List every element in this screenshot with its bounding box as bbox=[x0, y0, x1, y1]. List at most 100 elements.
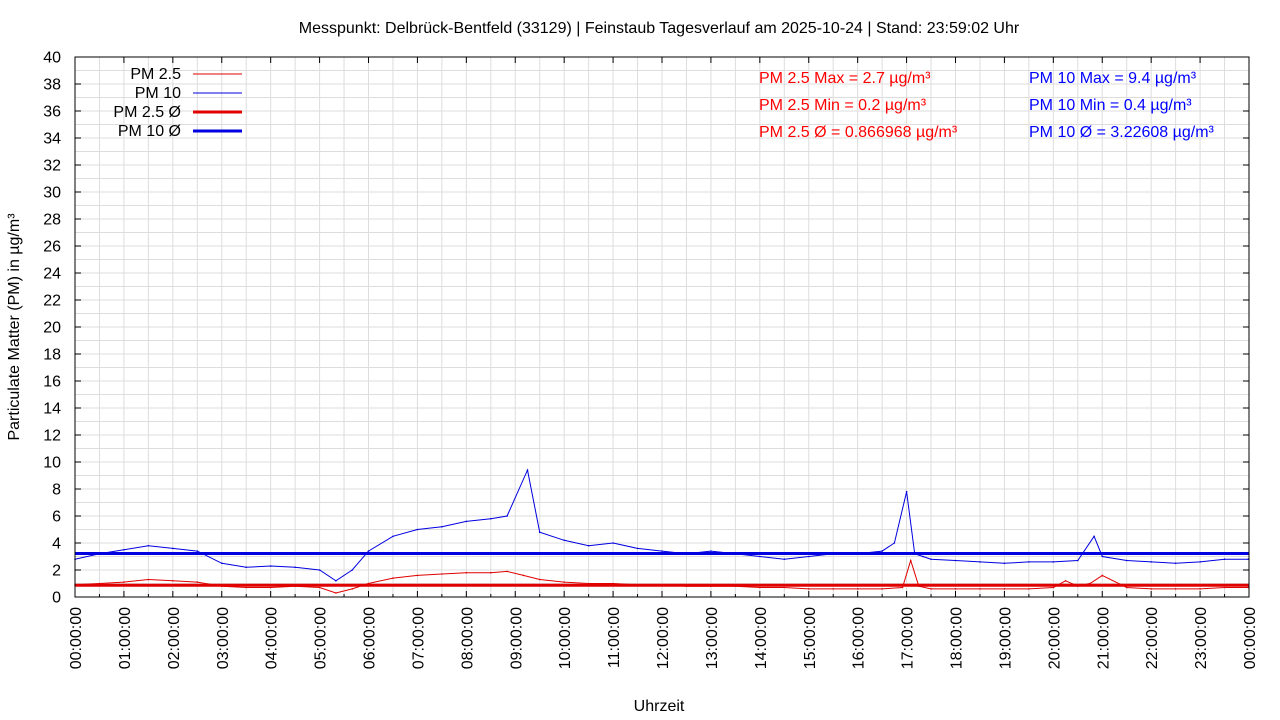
data-point bbox=[901, 586, 904, 589]
data-point bbox=[1223, 586, 1226, 589]
data-point bbox=[490, 517, 492, 520]
data-point bbox=[392, 577, 394, 579]
data-point bbox=[465, 571, 468, 574]
data-point bbox=[1028, 561, 1030, 563]
y-tick-label: 24 bbox=[43, 266, 61, 283]
x-tick-label: 07:00:00 bbox=[410, 607, 427, 669]
data-point bbox=[506, 515, 508, 517]
x-tick-label: 08:00:00 bbox=[459, 607, 476, 669]
y-tick-label: 26 bbox=[43, 239, 61, 256]
y-tick-label: 6 bbox=[52, 509, 61, 526]
data-point bbox=[123, 581, 125, 583]
y-tick-label: 8 bbox=[52, 482, 61, 499]
data-point bbox=[1199, 561, 1201, 563]
data-point bbox=[1003, 562, 1006, 565]
data-point bbox=[147, 578, 150, 581]
x-tick-label: 22:00:00 bbox=[1144, 607, 1161, 669]
data-point bbox=[1028, 588, 1030, 590]
y-tick-label: 12 bbox=[43, 428, 61, 445]
x-tick-label: 21:00:00 bbox=[1095, 607, 1112, 669]
data-point bbox=[196, 581, 199, 583]
data-point bbox=[538, 531, 541, 533]
y-tick-label: 30 bbox=[43, 185, 61, 202]
data-point bbox=[172, 547, 174, 550]
data-point bbox=[1003, 588, 1006, 590]
data-point bbox=[1199, 588, 1201, 590]
stats-annotations: PM 2.5 Max = 2.7 µg/m³ PM 2.5 Min = 0.2 … bbox=[759, 70, 1215, 141]
pm10-max-annotation: PM 10 Max = 9.4 µg/m³ bbox=[1029, 70, 1197, 87]
data-point bbox=[172, 580, 174, 582]
y-tick-label: 20 bbox=[43, 320, 61, 337]
data-point bbox=[759, 555, 761, 558]
y-tick-label: 10 bbox=[43, 455, 61, 472]
data-point bbox=[905, 490, 908, 493]
pm25-min-annotation: PM 2.5 Min = 0.2 µg/m³ bbox=[759, 97, 927, 114]
x-tick-label: 03:00:00 bbox=[215, 607, 232, 669]
x-tick-label: 20:00:00 bbox=[1046, 607, 1063, 669]
data-point bbox=[416, 528, 419, 531]
data-point bbox=[1052, 561, 1055, 563]
data-point bbox=[710, 550, 712, 552]
x-tick-label: 00:00:00 bbox=[68, 607, 85, 669]
legend-label: PM 10 bbox=[135, 85, 181, 102]
x-tick-label: 17:00:00 bbox=[900, 607, 917, 669]
x-tick-labels: 00:00:00 01:00:00 02:00:00 03:00:00 04:00:00… bbox=[68, 607, 1259, 669]
data-point bbox=[318, 586, 321, 589]
y-tick-label: 16 bbox=[43, 374, 61, 391]
data-point bbox=[979, 588, 981, 590]
data-point bbox=[563, 539, 565, 542]
x-axis-label: Uhrzeit bbox=[634, 698, 685, 715]
x-tick-label: 13:00:00 bbox=[704, 607, 721, 669]
data-point bbox=[808, 555, 810, 558]
legend-label: PM 10 Ø bbox=[118, 123, 181, 140]
data-point bbox=[367, 550, 370, 552]
x-tick-label: 01:00:00 bbox=[117, 607, 134, 669]
x-tick-label: 00:00:00 bbox=[1242, 607, 1259, 669]
data-point bbox=[759, 586, 761, 589]
x-tick-label: 05:00:00 bbox=[313, 607, 330, 669]
data-point bbox=[1064, 580, 1067, 582]
data-series bbox=[74, 468, 1249, 594]
data-point bbox=[1150, 588, 1152, 590]
data-point bbox=[1101, 574, 1104, 577]
data-point bbox=[441, 526, 443, 528]
data-point bbox=[245, 586, 247, 589]
data-point bbox=[351, 588, 354, 590]
data-point bbox=[221, 562, 223, 565]
y-tick-label: 22 bbox=[43, 293, 61, 310]
data-point bbox=[1150, 561, 1152, 563]
data-point bbox=[147, 544, 150, 547]
data-point bbox=[954, 588, 957, 590]
data-point bbox=[441, 573, 443, 575]
x-tick-label: 18:00:00 bbox=[949, 607, 966, 669]
x-tick-label: 12:00:00 bbox=[655, 607, 672, 669]
data-point bbox=[538, 578, 541, 581]
y-tick-label: 40 bbox=[43, 50, 61, 67]
data-point bbox=[808, 588, 810, 590]
data-point bbox=[416, 574, 419, 577]
data-point bbox=[490, 571, 492, 574]
y-axis-label: Particulate Matter (PM) in µg/m³ bbox=[6, 213, 23, 441]
x-tick-label: 10:00:00 bbox=[557, 607, 574, 669]
data-point bbox=[269, 565, 272, 567]
data-point bbox=[881, 550, 883, 552]
data-point bbox=[612, 542, 614, 544]
data-point bbox=[465, 520, 468, 523]
data-point bbox=[922, 555, 924, 558]
data-point bbox=[893, 542, 896, 544]
data-point bbox=[954, 559, 957, 562]
data-point bbox=[526, 469, 529, 471]
y-tick-label: 36 bbox=[43, 104, 61, 121]
y-tick-label: 38 bbox=[43, 77, 61, 94]
data-point bbox=[979, 561, 981, 563]
pm25-max-annotation: PM 2.5 Max = 2.7 µg/m³ bbox=[759, 70, 931, 87]
x-tick-label: 23:00:00 bbox=[1193, 607, 1210, 669]
x-tick-label: 19:00:00 bbox=[997, 607, 1014, 669]
y-tick-label: 0 bbox=[52, 590, 61, 607]
plot-frame bbox=[74, 56, 1250, 598]
y-tick-label: 2 bbox=[52, 563, 61, 580]
y-tick-label: 4 bbox=[52, 536, 61, 553]
y-tick-label: 14 bbox=[43, 401, 61, 418]
